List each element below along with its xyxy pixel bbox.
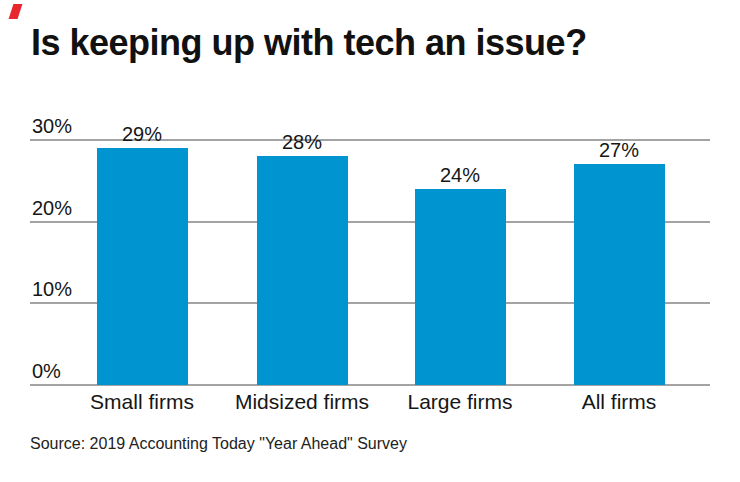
y-axis-tick-label: 0% xyxy=(32,359,61,383)
x-axis-category-label: Midsized firms xyxy=(212,390,392,414)
x-axis-category-label: Small firms xyxy=(52,390,232,414)
bar-value-label: 24% xyxy=(410,163,510,187)
x-axis-category-label: Large firms xyxy=(370,390,550,414)
bar-chart-plot-area: 30% 20% 10% 0% 29% Small firms 28% Midsized fir… xyxy=(0,0,740,482)
bar-value-label: 27% xyxy=(569,138,669,162)
y-axis-tick-label: 20% xyxy=(32,196,72,220)
bar-midsized-firms xyxy=(257,156,348,385)
bar-all-firms xyxy=(574,164,665,385)
source-attribution: Source: 2019 Accounting Today "Year Ahea… xyxy=(30,435,407,453)
bar-small-firms xyxy=(97,148,188,385)
y-axis-tick-label: 10% xyxy=(32,277,72,301)
chart-canvas: Is keeping up with tech an issue? 30%20%… xyxy=(0,0,740,482)
bar-large-firms xyxy=(415,189,506,385)
x-axis-category-label: All firms xyxy=(529,390,709,414)
y-axis-tick-label: 30% xyxy=(32,114,72,138)
bar-value-label: 29% xyxy=(92,122,192,146)
bar-value-label: 28% xyxy=(252,130,352,154)
